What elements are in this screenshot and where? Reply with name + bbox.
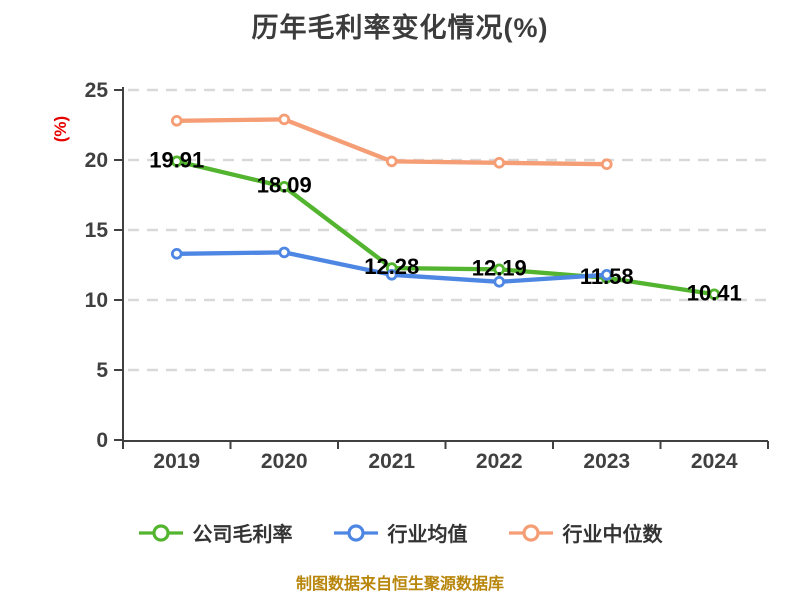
legend: 公司毛利率 行业均值 行业中位数: [0, 518, 800, 547]
line-dot-marker-icon: [333, 523, 378, 542]
legend-item-industry-median[interactable]: 行业中位数: [508, 518, 663, 547]
legend-label: 行业中位数: [562, 524, 663, 546]
svg-text:12.28: 12.28: [364, 254, 419, 279]
svg-text:2021: 2021: [368, 450, 415, 473]
svg-text:25: 25: [85, 79, 109, 102]
legend-item-company-gross-margin[interactable]: 公司毛利率: [138, 518, 293, 547]
svg-text:2024: 2024: [691, 450, 738, 473]
svg-text:10.41: 10.41: [687, 280, 742, 305]
svg-text:20: 20: [85, 149, 108, 172]
svg-text:5: 5: [96, 359, 108, 382]
legend-item-industry-average[interactable]: 行业均值: [333, 518, 468, 547]
legend-label: 公司毛利率: [192, 524, 293, 546]
line-dot-marker-icon: [138, 523, 183, 542]
svg-text:12.19: 12.19: [472, 255, 527, 280]
svg-text:10: 10: [85, 289, 108, 312]
svg-text:11.58: 11.58: [580, 264, 634, 289]
chart-title: 历年毛利率变化情况(%): [251, 13, 549, 43]
line-dot-marker-icon: [508, 523, 553, 542]
svg-text:0: 0: [96, 429, 108, 452]
data-source-note: 制图数据来自恒生聚源数据库: [295, 576, 504, 593]
svg-text:18.09: 18.09: [257, 173, 312, 198]
legend-label: 行业均值: [387, 524, 468, 546]
svg-text:15: 15: [85, 219, 109, 242]
svg-text:19.91: 19.91: [149, 147, 204, 172]
svg-text:2023: 2023: [583, 450, 630, 473]
svg-text:2020: 2020: [261, 450, 308, 473]
svg-text:2019: 2019: [153, 450, 200, 473]
svg-text:2022: 2022: [476, 450, 523, 473]
